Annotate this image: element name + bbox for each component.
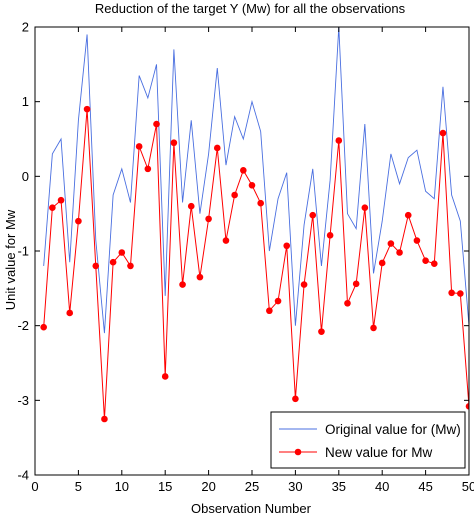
data-point [422, 257, 429, 265]
data-point [231, 191, 238, 199]
data-point [101, 415, 108, 423]
data-point [257, 199, 264, 207]
data-point [196, 273, 204, 281]
x-tick-label: 0 [31, 479, 38, 494]
x-tick-label: 25 [245, 479, 259, 494]
series-line-2 [43, 109, 469, 420]
data-point [344, 299, 351, 307]
data-point [266, 307, 273, 315]
data-point [92, 262, 100, 270]
data-point [222, 237, 230, 244]
data-point [248, 181, 256, 189]
y-tick-label: 0 [22, 169, 29, 184]
data-point [378, 259, 386, 267]
y-tick-label: -3 [17, 393, 29, 408]
data-point [318, 328, 325, 335]
data-point [448, 289, 455, 297]
data-point [144, 165, 152, 173]
y-axis-label: Unit value for Mw [3, 209, 18, 310]
data-point [40, 323, 47, 331]
series-line-1 [43, 27, 469, 334]
legend: Original value for (Mw) New value for Mw [270, 411, 466, 469]
data-point [153, 120, 160, 128]
legend-box [270, 411, 466, 469]
y-tick-label: 1 [22, 94, 29, 109]
data-point [465, 403, 469, 410]
tick-labels: 0 5 10 15 20 25 30 35 40 45 50 -4 -3 -2 -1 0 1 2 [17, 20, 474, 495]
x-tick-label: 50 [462, 479, 474, 494]
y-tick-label: 2 [22, 20, 29, 35]
data-point [352, 280, 360, 288]
x-tick-label: 10 [115, 479, 129, 494]
legend-label: Original value for (Mw) [325, 422, 461, 437]
y-tick-label: -2 [17, 318, 29, 333]
data-point [292, 395, 299, 403]
x-axis-label: Observation Number [191, 501, 312, 516]
data-point [109, 258, 117, 266]
data-point [213, 144, 221, 152]
data-point [361, 204, 369, 211]
data-point [83, 105, 91, 113]
data-point [370, 324, 377, 332]
data-point [300, 281, 308, 288]
data-point [457, 290, 464, 297]
y-tick-label: -1 [17, 244, 29, 259]
data-point [404, 211, 412, 219]
x-tick-label: 30 [288, 479, 302, 494]
x-tick-label: 40 [375, 479, 389, 494]
data-point [430, 260, 438, 267]
data-point [439, 129, 447, 137]
data-point [387, 240, 395, 247]
legend-label: New value for Mw [325, 445, 433, 460]
x-tick-label: 35 [332, 479, 346, 494]
data-point [205, 215, 212, 223]
data-point [309, 211, 317, 219]
data-point [283, 242, 291, 250]
data-point [326, 232, 334, 239]
plot-area [40, 27, 469, 423]
x-tick-label: 5 [75, 479, 82, 494]
data-point [66, 309, 74, 317]
data-point [240, 167, 247, 174]
y-tick-label: -4 [17, 468, 29, 483]
data-point [49, 204, 56, 211]
data-point [274, 297, 282, 305]
data-point [170, 139, 178, 147]
data-point [118, 249, 126, 256]
axes-box [34, 26, 470, 476]
data-point [57, 196, 65, 204]
data-point [179, 281, 186, 288]
x-tick-label: 20 [201, 479, 215, 494]
data-point [135, 143, 143, 150]
axes [34, 26, 470, 476]
data-point [396, 249, 403, 256]
legend-marker [294, 448, 302, 456]
data-point [187, 202, 195, 210]
data-point [413, 237, 421, 244]
data-point [127, 262, 134, 270]
x-tick-label: 15 [158, 479, 172, 494]
chart-title: Reduction of the target Y (Mw) for all t… [95, 1, 406, 16]
data-point [161, 373, 169, 380]
data-point [75, 217, 82, 225]
x-tick-label: 45 [418, 479, 432, 494]
data-point [335, 137, 343, 144]
